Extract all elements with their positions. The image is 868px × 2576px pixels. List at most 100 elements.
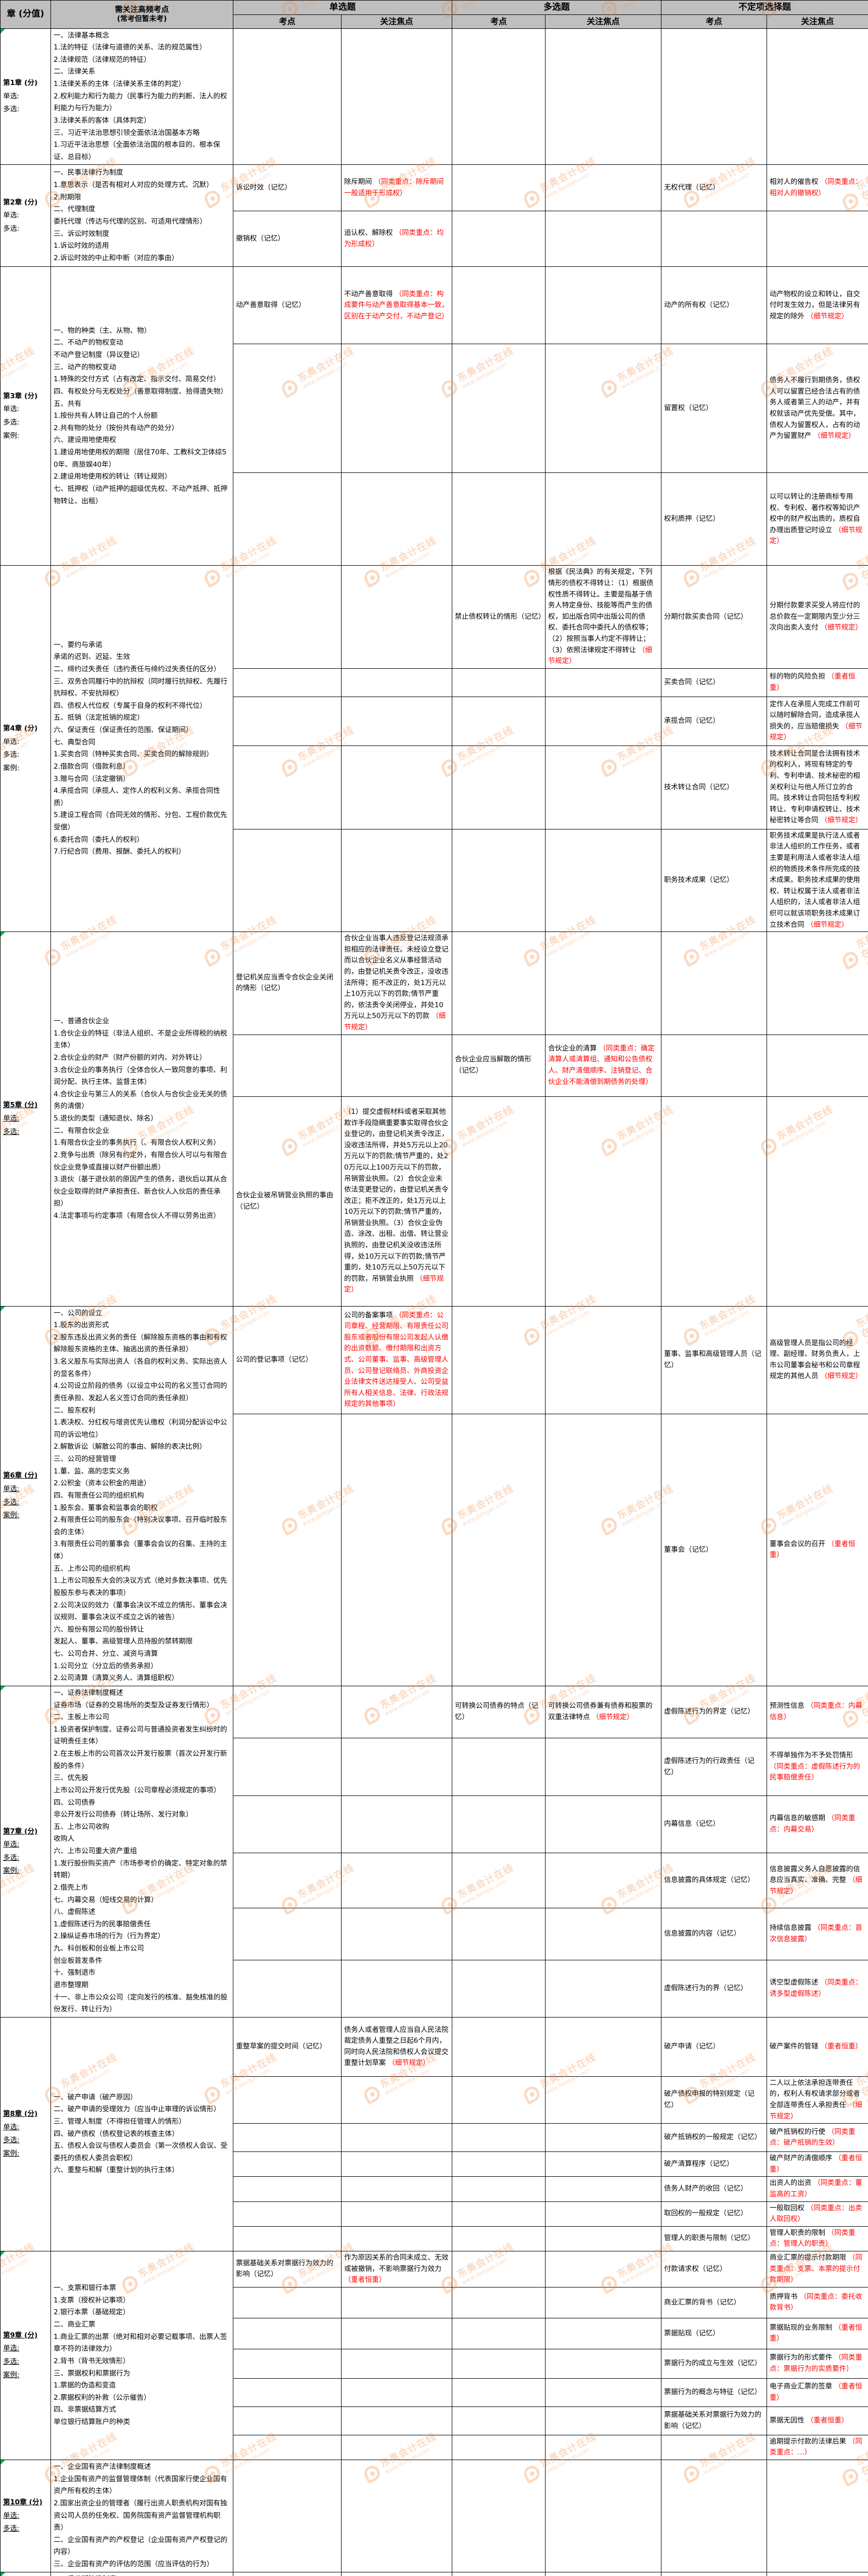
multi-kaodian-cell[interactable] xyxy=(452,1960,546,2018)
multi-kaodian-cell[interactable] xyxy=(452,2434,546,2461)
multi-focus-cell[interactable] xyxy=(545,28,661,165)
uncertain-kaodian-cell[interactable]: 董事、监事和高级管理人员（记忆） xyxy=(661,1306,767,1414)
uncertain-kaodian-cell[interactable]: 分期付款买卖合同（记忆） xyxy=(661,565,767,669)
multi-kaodian-cell[interactable] xyxy=(452,1853,546,1908)
multi-focus-cell[interactable] xyxy=(545,931,661,1035)
uncertain-kaodian-cell[interactable]: 破产债权申报的特别规定（记忆） xyxy=(661,2076,767,2124)
multi-kaodian-cell[interactable] xyxy=(452,1413,546,1686)
multi-focus-cell[interactable]: 合伙企业的清算 （同类重点：确定清算人或清算组、通知和公告债权人、财产清偿顺序、… xyxy=(545,1034,661,1097)
single-kaodian-cell[interactable] xyxy=(233,28,342,165)
uncertain-kaodian-cell[interactable] xyxy=(661,2434,767,2461)
single-focus-cell[interactable] xyxy=(341,828,452,933)
uncertain-kaodian-cell[interactable]: 虚假陈述行为的界定（记忆） xyxy=(661,1685,767,1739)
multi-kaodian-cell[interactable] xyxy=(452,931,546,1035)
single-kaodian-cell[interactable]: 反垄断执法机构（记忆） xyxy=(233,2571,342,2576)
multi-focus-cell[interactable] xyxy=(545,2123,661,2153)
header-multi-choice[interactable]: 多选题 xyxy=(452,0,661,15)
single-focus-cell[interactable]: 不动产善意取得 （同类重点：构成要件与动产善意取得基本一致，区别在于动产交付，不… xyxy=(341,266,452,345)
multi-kaodian-cell[interactable] xyxy=(452,266,546,345)
chapter-cell-5[interactable]: 第5章 (分) 单选: 多选: xyxy=(0,931,51,1307)
uncertain-focus-cell[interactable]: 破产财产的清偿顺序 （重者恒重） xyxy=(767,2151,868,2177)
single-kaodian-cell[interactable] xyxy=(233,2176,342,2202)
multi-kaodian-cell[interactable] xyxy=(452,2571,546,2576)
uncertain-kaodian-cell[interactable]: 买卖合同（记忆） xyxy=(661,668,767,697)
single-focus-cell[interactable]: 公司的备案事项 （同类重点：公司章程、经营期限、有限责任公司股东或者股份有限公司… xyxy=(341,1306,452,1414)
topics-cell-9[interactable]: 一、支票和银行本票 1.支票（授权补记事项） 2.银行本票（基础规定） 二、商业汇票 1… xyxy=(50,2250,233,2461)
single-focus-cell[interactable] xyxy=(341,2348,452,2379)
header-multi-focus[interactable]: 关注焦点 xyxy=(545,14,661,29)
uncertain-focus-cell[interactable]: 票据贴现的业务限制 （重者恒重） xyxy=(767,2317,868,2349)
multi-focus-cell[interactable] xyxy=(545,2378,661,2407)
multi-focus-cell[interactable] xyxy=(545,2151,661,2177)
single-focus-cell[interactable] xyxy=(341,2286,452,2318)
single-focus-cell[interactable] xyxy=(341,2378,452,2407)
uncertain-kaodian-cell[interactable] xyxy=(661,211,767,267)
single-focus-cell[interactable]: 债务人或者管理人应当自人民法院裁定债务人重整之日起6个月内，同时向人民法院和债权… xyxy=(341,2016,452,2077)
single-kaodian-cell[interactable]: 票据基础关系对票据行为效力的影响（记忆） xyxy=(233,2250,342,2287)
uncertain-focus-cell[interactable]: 标的物的风险负担 （重者恒重） xyxy=(767,668,868,697)
single-focus-cell[interactable] xyxy=(341,2226,452,2251)
uncertain-kaodian-cell[interactable]: 内幕信息（记忆） xyxy=(661,1795,767,1854)
single-kaodian-cell[interactable] xyxy=(233,2201,342,2227)
uncertain-focus-cell[interactable] xyxy=(767,211,868,267)
topics-cell-8[interactable]: 一、破产申请（破产原因） 二、破产申请的受理效力（应当中止审理的诉讼情形） 三、管理… xyxy=(50,2016,233,2251)
multi-focus-cell[interactable] xyxy=(545,1795,661,1854)
single-kaodian-cell[interactable]: 合伙企业被吊销营业执照的事由（记忆） xyxy=(233,1096,342,1307)
single-focus-cell[interactable]: 追认权、解除权 （同类重点：均为形成权） xyxy=(341,211,452,267)
chapter-cell-7[interactable]: 第7章 (分) 单选: 多选: 案例: xyxy=(0,1685,51,2018)
multi-focus-cell[interactable] xyxy=(545,1907,661,1961)
multi-focus-cell[interactable] xyxy=(545,2406,661,2435)
topics-cell-3[interactable]: 一、物的种类（主、从物、物） 二、不动产的物权变动 不动产登记制度（异议登记） 三、动… xyxy=(50,266,233,566)
uncertain-focus-cell[interactable]: 二人以上依法承担连带责任的，权利人有权请求部分或者全部连带责任人承担责任 （细节… xyxy=(767,2076,868,2124)
multi-focus-cell[interactable]: 根据《民法典》的有关规定，下列情形的债权不得转让：（1）根据债权性质不得转让。主… xyxy=(545,565,661,669)
multi-kaodian-cell[interactable] xyxy=(452,1738,546,1796)
multi-focus-cell[interactable] xyxy=(545,2286,661,2318)
chapter-cell-6[interactable]: 第6章 (分) 单选: 多选: 案例: xyxy=(0,1306,51,1686)
single-kaodian-cell[interactable] xyxy=(233,1685,342,1739)
multi-kaodian-cell[interactable] xyxy=(452,2286,546,2318)
multi-focus-cell[interactable] xyxy=(545,472,661,566)
multi-focus-cell[interactable] xyxy=(545,2250,661,2287)
chapter-cell-8[interactable]: 第8章 (分) 单选: 多选: 案例: xyxy=(0,2016,51,2251)
uncertain-kaodian-cell[interactable] xyxy=(661,2460,767,2572)
multi-kaodian-cell[interactable] xyxy=(452,2406,546,2435)
topics-cell-7[interactable]: 一、证券法律制度概述 证券市场（证券的交易场所的类型及证券发行情形） 二、主板上市公… xyxy=(50,1685,233,2018)
uncertain-focus-cell[interactable]: 票据行为的形式要件 （同类重点：票据行为的实质要件） xyxy=(767,2348,868,2379)
multi-kaodian-cell[interactable] xyxy=(452,2226,546,2251)
uncertain-kaodian-cell[interactable] xyxy=(661,1096,767,1307)
multi-kaodian-cell[interactable] xyxy=(452,164,546,212)
multi-kaodian-cell[interactable] xyxy=(452,668,546,697)
uncertain-focus-cell[interactable]: 一般取回权 （同类重点：出卖人取回权） xyxy=(767,2201,868,2227)
multi-kaodian-cell[interactable] xyxy=(452,2076,546,2124)
uncertain-focus-cell[interactable]: 破产案件的管辖 （重者恒重） xyxy=(767,2016,868,2077)
multi-kaodian-cell[interactable] xyxy=(452,2378,546,2407)
single-kaodian-cell[interactable] xyxy=(233,1738,342,1796)
chapter-cell-9[interactable]: 第9章 (分) 单选: 多选: 案例: xyxy=(0,2250,51,2461)
uncertain-focus-cell[interactable]: 分期付款要求买受人将应付的总价款在一定期限内至少分三次向出卖人支付 （细节规定） xyxy=(767,565,868,669)
multi-focus-cell[interactable] xyxy=(545,1413,661,1686)
multi-focus-cell[interactable] xyxy=(545,1960,661,2018)
multi-kaodian-cell[interactable] xyxy=(452,745,546,829)
uncertain-focus-cell[interactable]: 董事会会议的召开 （重者恒重） xyxy=(767,1413,868,1686)
multi-focus-cell[interactable] xyxy=(545,2460,661,2572)
single-kaodian-cell[interactable] xyxy=(233,2434,342,2461)
single-focus-cell[interactable]: 国家市场监督管理总局负责反垄断法的行政执法。根据工作需要，可以授权省、自治区、直… xyxy=(341,2571,452,2576)
uncertain-focus-cell[interactable]: 诱空型虚假陈述 （同类重点：诱多型虚假陈述） xyxy=(767,1960,868,2018)
uncertain-focus-cell[interactable]: 预测性信息 （同类重点：内幕信息） xyxy=(767,1685,868,1739)
chapter-cell-10[interactable]: 第10章 (分) 单选: 多选: xyxy=(0,2460,51,2572)
uncertain-focus-cell[interactable]: 信息披露义务人自愿披露的信息应当真实、准确、完整 （细节规定） xyxy=(767,1853,868,1908)
multi-kaodian-cell[interactable]: 可转换公司债券的特点（记忆） xyxy=(452,1685,546,1739)
multi-focus-cell[interactable] xyxy=(545,1306,661,1414)
uncertain-focus-cell[interactable]: 商业汇票的提示付款期限 （同类重点：支票、本票的提示付款期限） xyxy=(767,2250,868,2287)
header-uncertain-focus[interactable]: 关注焦点 xyxy=(767,14,868,29)
uncertain-focus-cell[interactable]: 以可以转让的注册商标专用权、专利权、著作权等知识产权中的财产权出质的，质权自办理… xyxy=(767,472,868,566)
uncertain-focus-cell[interactable]: 内幕信息的敏感期 （同类重点：内幕交易） xyxy=(767,1795,868,1854)
multi-focus-cell[interactable] xyxy=(545,2016,661,2077)
single-focus-cell[interactable] xyxy=(341,2434,452,2461)
single-focus-cell[interactable] xyxy=(341,745,452,829)
topics-cell-2[interactable]: 一、民事法律行为制度 1.意思表示（是否有相对人对应的处理方式、沉默） 2.附期限二… xyxy=(50,164,233,267)
chapter-cell-1[interactable]: 第1章 (分) 单选: 多选: xyxy=(0,28,51,165)
multi-focus-cell[interactable] xyxy=(545,266,661,345)
topics-cell-11[interactable]: 一、反垄断法律制度1.《反垄断法》的适用范围（效果原则、适用范围）2.反垄断调查… xyxy=(50,2571,233,2576)
single-kaodian-cell[interactable] xyxy=(233,1907,342,1961)
